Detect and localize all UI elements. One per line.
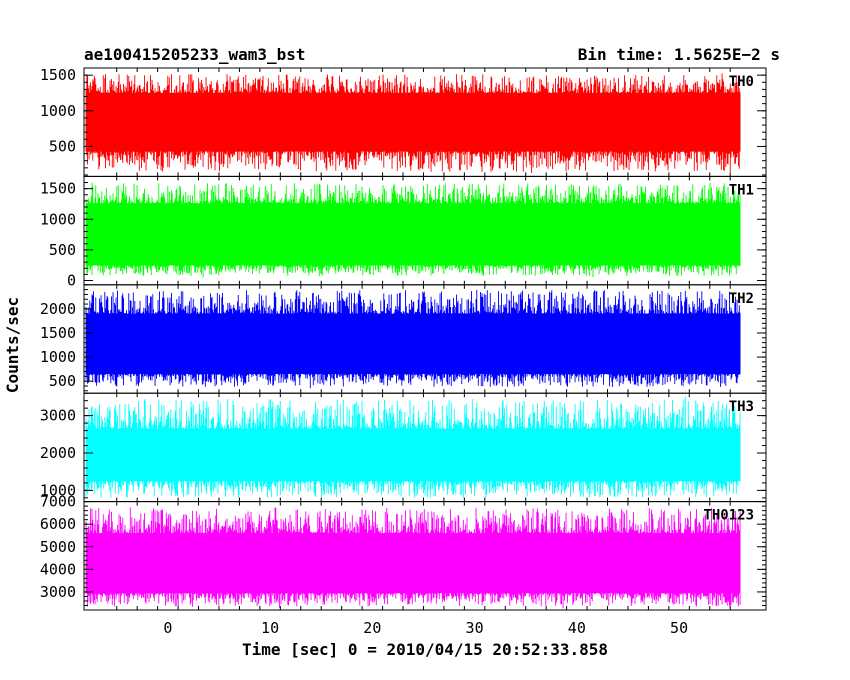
- x-tick-label: 20: [363, 619, 381, 637]
- series-line-th0: [85, 73, 741, 173]
- channel-label-th0123: TH0123: [703, 508, 754, 524]
- series-line-th2: [85, 290, 741, 389]
- y-tick-label: 3000: [40, 407, 76, 425]
- x-axis: 0 10 20 30 40 50: [163, 619, 688, 637]
- y-tick-label: 3000: [40, 583, 76, 601]
- channel-label-th1: TH1: [729, 182, 754, 198]
- channel-label-th3: TH3: [729, 399, 754, 415]
- x-tick-label: 10: [261, 619, 279, 637]
- x-tick-label: 0: [163, 619, 172, 637]
- y-tick-label: 1000: [40, 481, 76, 499]
- y-tick-label: 4000: [40, 560, 76, 578]
- plot-title: ae100415205233_wam3_bst: [84, 45, 306, 64]
- panel-th3: 1000 2000 3000 TH3: [40, 392, 767, 503]
- y-tick-label: 6000: [40, 515, 76, 533]
- channel-label-th0: TH0: [729, 74, 754, 90]
- y-tick-label: 500: [49, 372, 76, 390]
- y-tick-label: 7000: [40, 493, 76, 511]
- panel-th0: 500 1000 1500 TH0: [40, 66, 767, 177]
- panel-th0123: 3000 4000 5000 6000 7000 TH0123: [40, 493, 767, 611]
- series-line-th1: [85, 182, 741, 278]
- x-axis-label: Time [sec] 0 = 2010/04/15 20:52:33.858: [242, 640, 608, 659]
- y-tick-label: 2000: [40, 300, 76, 318]
- y-tick-label: 1000: [40, 210, 76, 228]
- panel-th1: 0 500 1000 1500 TH1: [40, 175, 767, 290]
- channel-label-th2: TH2: [729, 291, 754, 307]
- y-tick-label: 1000: [40, 102, 76, 120]
- panels-group: 500 1000 1500 TH0 0 500 1000 1500 TH1 500 1000 1500…: [40, 66, 767, 611]
- y-tick-label: 1500: [40, 180, 76, 198]
- series-line-th3: [85, 396, 741, 498]
- y-tick-label: 1500: [40, 66, 76, 84]
- x-tick-label: 30: [466, 619, 484, 637]
- y-axis-label: Counts/sec: [3, 297, 22, 393]
- y-tick-label: 2000: [40, 444, 76, 462]
- bin-time-label: Bin time: 1.5625E−2 s: [578, 45, 780, 64]
- y-tick-label: 500: [49, 137, 76, 155]
- y-tick-label: 1500: [40, 324, 76, 342]
- x-tick-label: 50: [670, 619, 688, 637]
- x-tick-label: 40: [568, 619, 586, 637]
- series-line-th0123: [85, 507, 741, 609]
- y-tick-label: 1000: [40, 348, 76, 366]
- y-tick-label: 5000: [40, 538, 76, 556]
- y-tick-label: 500: [49, 241, 76, 259]
- panel-th2: 500 1000 1500 2000 TH2: [40, 284, 767, 394]
- y-tick-label: 0: [67, 272, 76, 290]
